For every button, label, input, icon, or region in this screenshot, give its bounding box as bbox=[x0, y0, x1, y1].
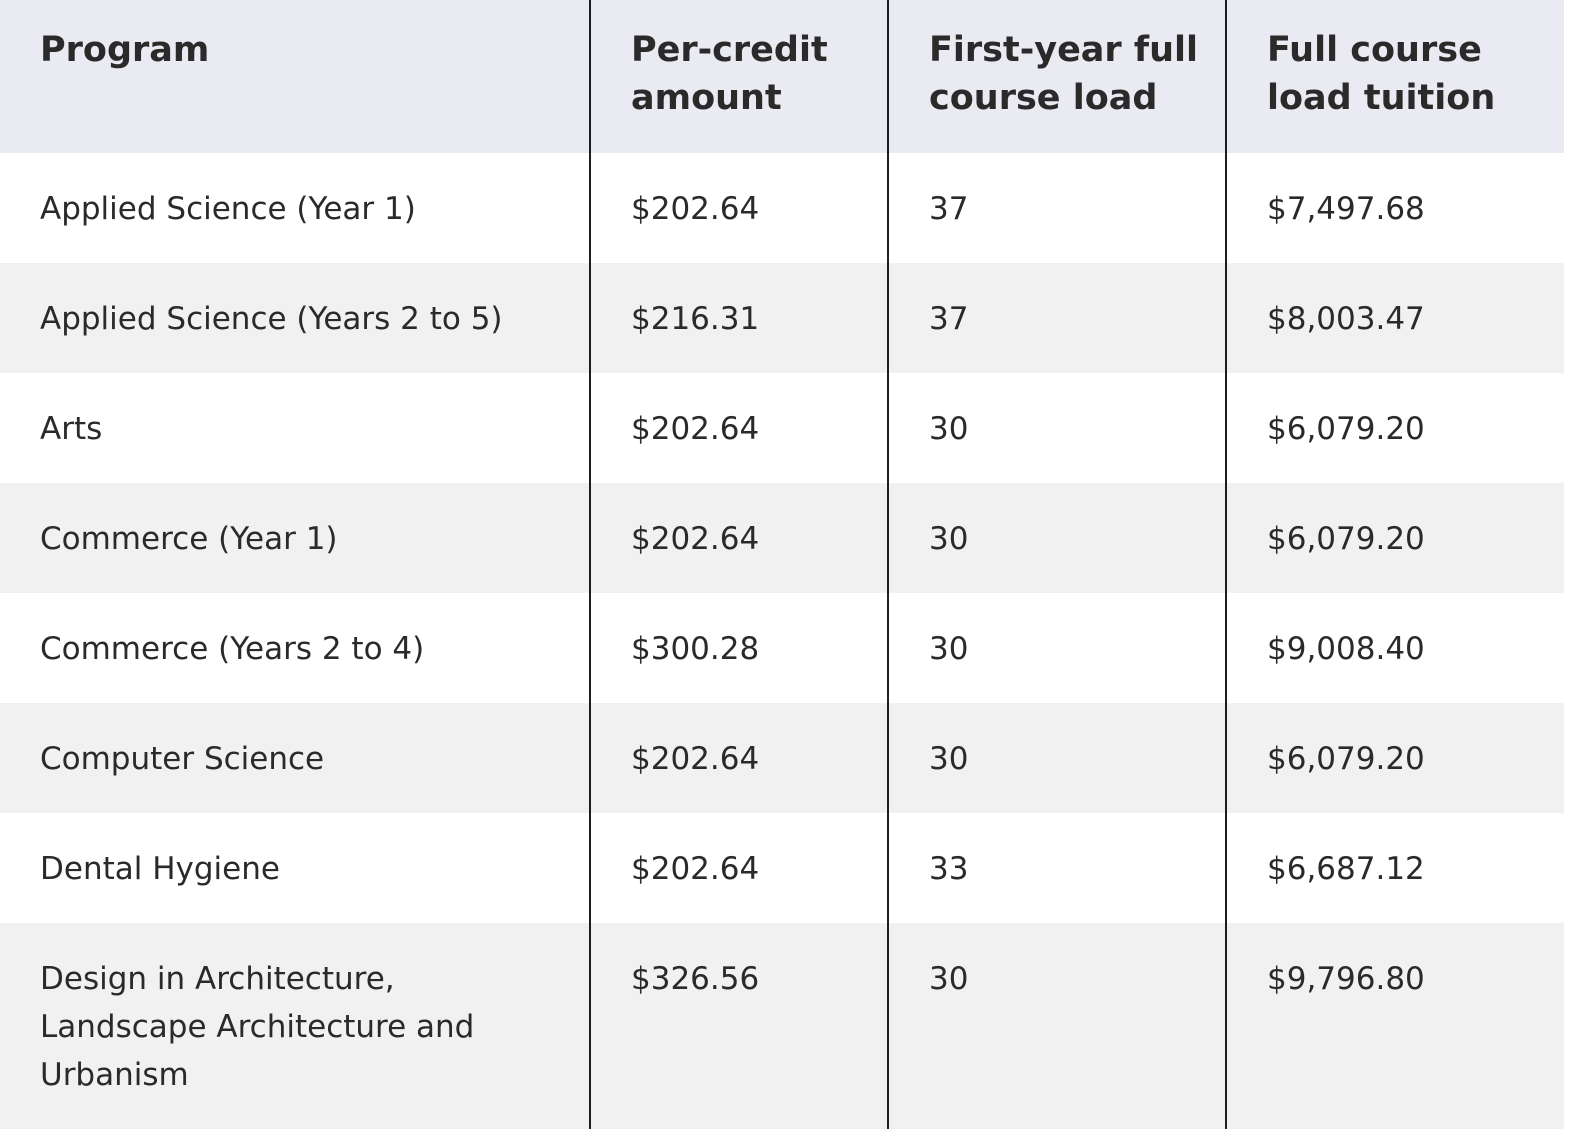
tuition-cell: $8,003.47 bbox=[1225, 263, 1564, 373]
per-credit-cell: $202.64 bbox=[589, 153, 888, 263]
header-row: Program Per-credit amount First-year ful… bbox=[0, 0, 1564, 153]
program-cell: Commerce (Years 2 to 4) bbox=[0, 593, 590, 703]
table-row: Arts $202.64 30 $6,079.20 bbox=[0, 373, 1564, 483]
program-cell: Applied Science (Years 2 to 5) bbox=[0, 263, 590, 373]
table-row: Dental Hygiene $202.64 33 $6,687.12 bbox=[0, 813, 1564, 923]
course-load-cell: 37 bbox=[887, 153, 1226, 263]
course-load-cell: 30 bbox=[887, 373, 1226, 483]
program-cell: Arts bbox=[0, 373, 590, 483]
per-credit-cell: $202.64 bbox=[589, 373, 888, 483]
tuition-cell: $9,008.40 bbox=[1225, 593, 1564, 703]
table-row: Applied Science (Years 2 to 5) $216.31 3… bbox=[0, 263, 1564, 373]
course-load-cell: 30 bbox=[887, 923, 1226, 1129]
per-credit-cell: $300.28 bbox=[589, 593, 888, 703]
program-cell: Applied Science (Year 1) bbox=[0, 153, 590, 263]
tuition-cell: $7,497.68 bbox=[1225, 153, 1564, 263]
program-cell: Computer Science bbox=[0, 703, 590, 813]
program-cell: Dental Hygiene bbox=[0, 813, 590, 923]
program-cell: Design in Architecture, Landscape Archit… bbox=[0, 923, 590, 1129]
per-credit-cell: $202.64 bbox=[589, 483, 888, 593]
program-cell: Commerce (Year 1) bbox=[0, 483, 590, 593]
table-row: Design in Architecture, Landscape Archit… bbox=[0, 923, 1564, 1129]
per-credit-cell: $202.64 bbox=[589, 813, 888, 923]
header-per-credit-amount: Per-credit amount bbox=[589, 0, 888, 153]
table-header: Program Per-credit amount First-year ful… bbox=[0, 0, 1564, 153]
per-credit-cell: $202.64 bbox=[589, 703, 888, 813]
tuition-cell: $6,687.12 bbox=[1225, 813, 1564, 923]
header-program: Program bbox=[0, 0, 590, 153]
per-credit-cell: $326.56 bbox=[589, 923, 888, 1129]
course-load-cell: 33 bbox=[887, 813, 1226, 923]
table-row: Computer Science $202.64 30 $6,079.20 bbox=[0, 703, 1564, 813]
table-body: Applied Science (Year 1) $202.64 37 $7,4… bbox=[0, 153, 1564, 1129]
table-row: Applied Science (Year 1) $202.64 37 $7,4… bbox=[0, 153, 1564, 263]
course-load-cell: 37 bbox=[887, 263, 1226, 373]
per-credit-cell: $216.31 bbox=[589, 263, 888, 373]
tuition-cell: $6,079.20 bbox=[1225, 703, 1564, 813]
course-load-cell: 30 bbox=[887, 703, 1226, 813]
tuition-cell: $6,079.20 bbox=[1225, 373, 1564, 483]
tuition-cell: $6,079.20 bbox=[1225, 483, 1564, 593]
table-row: Commerce (Years 2 to 4) $300.28 30 $9,00… bbox=[0, 593, 1564, 703]
table-row: Commerce (Year 1) $202.64 30 $6,079.20 bbox=[0, 483, 1564, 593]
course-load-cell: 30 bbox=[887, 593, 1226, 703]
tuition-cell: $9,796.80 bbox=[1225, 923, 1564, 1129]
header-first-year-course-load: First-year full course load bbox=[887, 0, 1226, 153]
course-load-cell: 30 bbox=[887, 483, 1226, 593]
header-full-course-load-tuition: Full course load tuition bbox=[1225, 0, 1564, 153]
